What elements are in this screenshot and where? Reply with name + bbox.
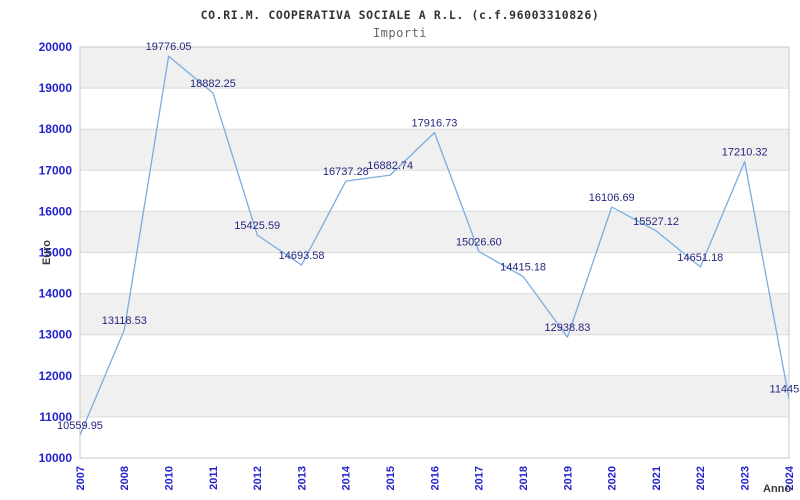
x-tick-label: 2022 xyxy=(695,466,707,490)
data-point-label: 13118.53 xyxy=(102,315,147,327)
background-band xyxy=(80,293,789,335)
data-point-label: 16882.74 xyxy=(367,160,413,172)
y-tick-label: 12000 xyxy=(39,369,73,383)
data-point-label: 17916.73 xyxy=(412,118,458,130)
chart-subtitle: Importi xyxy=(372,26,428,40)
x-tick-label: 2010 xyxy=(163,466,175,490)
x-tick-label: 2017 xyxy=(474,466,486,490)
plot-border xyxy=(79,46,790,459)
y-tick-label: 13000 xyxy=(39,328,73,342)
x-tick-label: 2012 xyxy=(252,466,264,490)
y-tick-label: 14000 xyxy=(39,287,73,301)
x-axis-title: Anno xyxy=(763,483,791,495)
data-point-label: 19776.05 xyxy=(146,41,192,53)
y-tick-label: 11000 xyxy=(39,410,72,424)
data-point-label: 15026.60 xyxy=(456,236,502,248)
x-tick-label: 2024 xyxy=(784,465,796,490)
data-point-label: 14693.58 xyxy=(279,250,325,262)
x-tick-label: 2016 xyxy=(429,466,441,490)
y-tick-label: 18000 xyxy=(39,122,73,136)
y-axis-title: Euro xyxy=(41,240,53,265)
data-point-label: 11445.7 xyxy=(770,384,800,396)
y-tick-label: 20000 xyxy=(39,40,73,54)
data-point-label: 10559.95 xyxy=(57,420,103,432)
y-tick-label: 16000 xyxy=(39,204,73,218)
y-tick-label: 17000 xyxy=(39,163,73,177)
chart-title: CO.RI.M. COOPERATIVA SOCIALE A R.L. (c.f… xyxy=(200,8,600,22)
y-tick-label: 19000 xyxy=(39,81,73,95)
x-tick-label: 2018 xyxy=(518,466,530,490)
data-point-label: 15527.12 xyxy=(633,216,679,228)
data-point-label: 16737.28 xyxy=(323,166,369,178)
background-band xyxy=(80,211,789,253)
x-tick-label: 2007 xyxy=(75,466,87,490)
x-tick-label: 2015 xyxy=(385,466,397,490)
x-tick-label: 2023 xyxy=(740,466,752,490)
background-band xyxy=(80,375,789,417)
x-tick-label: 2014 xyxy=(341,465,353,490)
data-point-label: 16106.69 xyxy=(589,192,635,204)
y-tick-label: 10000 xyxy=(39,451,73,465)
data-point-label: 14651.18 xyxy=(677,252,723,264)
background-band xyxy=(80,129,789,171)
x-tick-label: 2019 xyxy=(562,466,574,490)
data-point-label: 18882.25 xyxy=(190,78,236,90)
x-tick-label: 2021 xyxy=(651,466,663,490)
x-tick-label: 2008 xyxy=(119,466,131,490)
x-tick-label: 2013 xyxy=(296,466,308,490)
x-tick-label: 2011 xyxy=(208,466,220,490)
x-tick-label: 2020 xyxy=(607,466,619,490)
data-point-label: 14415.18 xyxy=(500,262,546,274)
data-line xyxy=(79,55,790,436)
y-tick-label: 15000 xyxy=(39,246,73,260)
data-point-label: 17210.32 xyxy=(722,147,768,159)
data-point-label: 12938.83 xyxy=(544,322,590,334)
data-point-label: 15425.59 xyxy=(234,220,280,232)
